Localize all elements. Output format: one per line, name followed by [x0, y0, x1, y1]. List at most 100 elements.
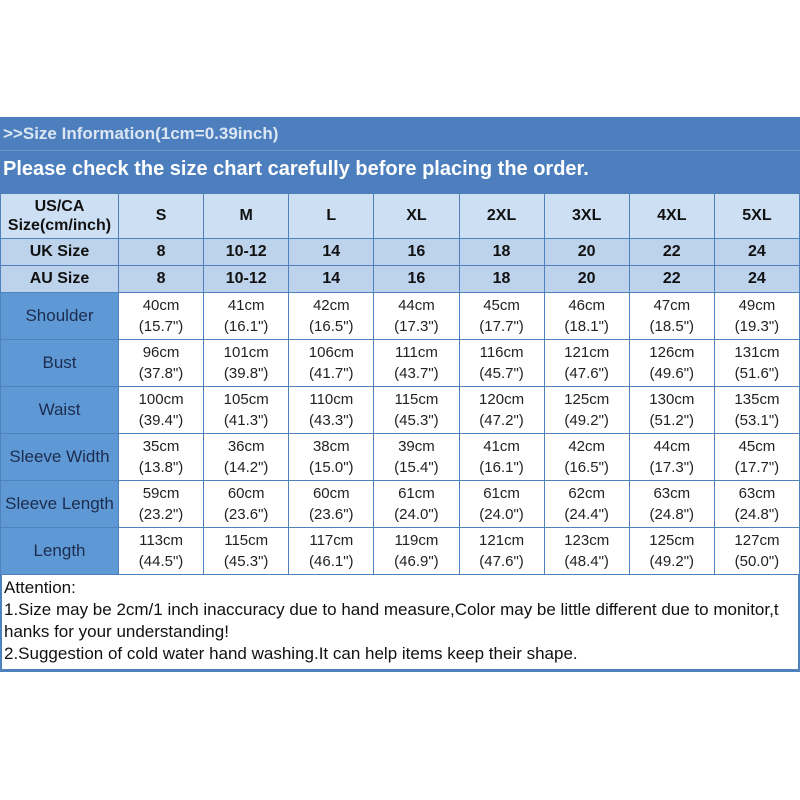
size-value-cell: 24: [713, 265, 800, 293]
measure-inch: (41.7"): [309, 365, 354, 382]
measure-inch: (47.6"): [479, 553, 524, 570]
measure-cm: 119cm: [394, 532, 439, 549]
notice-text: Please check the size chart carefully be…: [3, 157, 589, 180]
size-column-header: XL: [373, 193, 460, 239]
measure-inch: (45.3"): [394, 412, 439, 429]
measure-inch: (13.8"): [138, 459, 184, 476]
measure-inch: (45.7"): [479, 365, 524, 382]
measure-cell: 120cm (47.2"): [458, 386, 545, 434]
measure-cell: 44cm (17.3"): [373, 292, 460, 340]
size-value-cell: 24: [713, 238, 800, 266]
measure-inch: (49.6"): [649, 365, 695, 382]
measure-cm: 44cm: [398, 297, 435, 314]
measure-cell: 60cm (23.6"): [203, 480, 290, 528]
measure-cell: 130cm (51.2"): [628, 386, 715, 434]
measure-cm: 105cm: [223, 391, 269, 408]
measure-inch: (19.3"): [734, 318, 780, 335]
measure-cm: 47cm: [653, 297, 691, 314]
measure-cell: 125cm (49.2"): [628, 527, 715, 575]
measure-cell: 35cm (13.8"): [117, 433, 205, 481]
size-chart-block: >>Size Information(1cm=0.39inch) Please …: [0, 117, 800, 672]
measure-inch: (23.6"): [223, 506, 269, 523]
au-size-row: AU Size 8 10-12 14 16 18 20 22 24: [0, 265, 800, 293]
measure-inch: (24.0"): [394, 506, 439, 523]
measure-cm: 62cm: [568, 485, 606, 502]
measure-cm: 42cm: [568, 438, 606, 455]
attention-lines: 1.Size may be 2cm/1 inch inaccuracy due …: [4, 599, 798, 665]
size-column-header: 2XL: [458, 193, 545, 239]
measure-cell: 45cm (17.7"): [458, 292, 545, 340]
measure-inch: (51.6"): [734, 365, 780, 382]
size-value-cell: 10-12: [203, 238, 290, 266]
measure-inch: (24.8"): [649, 506, 695, 523]
measure-cell: 123cm (48.4"): [543, 527, 630, 575]
measure-label: Shoulder: [0, 292, 119, 340]
attention-section: Attention: 1.Size may be 2cm/1 inch inac…: [0, 575, 800, 672]
size-value-cell: 10-12: [203, 265, 290, 293]
size-value-cell: 16: [373, 265, 460, 293]
measure-cm: 121cm: [479, 532, 525, 549]
measure-inch: (23.6"): [309, 506, 354, 523]
measure-cell: 61cm (24.0"): [373, 480, 460, 528]
measure-cm: 101cm: [223, 344, 269, 361]
measure-cm: 116cm: [479, 344, 524, 361]
measure-cell: 46cm (18.1"): [543, 292, 630, 340]
measure-cm: 41cm: [483, 438, 520, 455]
measure-inch: (43.7"): [394, 365, 439, 382]
size-value-cell: 8: [117, 265, 205, 293]
size-value-cell: 14: [288, 238, 375, 266]
size-value-cell: 20: [543, 265, 630, 293]
measure-inch: (17.3"): [649, 459, 695, 476]
measure-cm: 121cm: [564, 344, 610, 361]
measure-cm: 63cm: [653, 485, 691, 502]
measure-cm: 120cm: [479, 391, 525, 408]
size-column-header: L: [288, 193, 375, 239]
measure-row-length: Length 113cm (44.5") 115cm (45.3") 117cm (46.1…: [0, 527, 800, 575]
size-value-cell: 8: [117, 238, 205, 266]
measure-inch: (16.1"): [479, 459, 524, 476]
measure-inch: (16.5"): [564, 459, 609, 476]
measure-cm: 44cm: [653, 438, 691, 455]
measure-cell: 100cm (39.4"): [117, 386, 205, 434]
measure-inch: (44.5"): [138, 553, 184, 570]
measure-cm: 39cm: [398, 438, 435, 455]
measure-inch: (50.0"): [734, 553, 780, 570]
measure-cell: 125cm (49.2"): [543, 386, 630, 434]
measure-cell: 42cm (16.5"): [543, 433, 630, 481]
size-column-header: 4XL: [628, 193, 715, 239]
size-table: US/CA Size(cm/inch) S M L XL 2XL 3XL 4XL 5XL UK Si…: [0, 193, 800, 575]
measure-cell: 121cm (47.6"): [543, 339, 630, 387]
corner-cell: US/CA Size(cm/inch): [0, 193, 119, 239]
measure-inch: (46.1"): [309, 553, 354, 570]
measure-inch: (18.5"): [649, 318, 695, 335]
measure-row-waist: Waist 100cm (39.4") 105cm (41.3") 110cm (43.3"…: [0, 386, 800, 434]
measure-cell: 63cm (24.8"): [628, 480, 715, 528]
attention-line: 2.Suggestion of cold water hand washing.…: [4, 644, 578, 663]
size-column-header: M: [203, 193, 290, 239]
measure-cell: 39cm (15.4"): [373, 433, 460, 481]
measure-row-sleeve-length: Sleeve Length 59cm (23.2") 60cm (23.6") 60cm (…: [0, 480, 800, 528]
measure-cm: 126cm: [649, 344, 695, 361]
measure-cell: 62cm (24.4"): [543, 480, 630, 528]
measure-cm: 60cm: [312, 485, 350, 502]
size-value-cell: 14: [288, 265, 375, 293]
measure-cell: 41cm (16.1"): [203, 292, 290, 340]
uk-size-row-label: UK Size: [0, 238, 119, 266]
measure-cm: 111cm: [395, 344, 438, 361]
measure-cm: 45cm: [738, 438, 776, 455]
measure-inch: (17.7"): [479, 318, 524, 335]
measure-label: Bust: [0, 339, 119, 387]
measure-cm: 106cm: [308, 344, 354, 361]
measure-cell: 59cm (23.2"): [117, 480, 205, 528]
measure-cm: 115cm: [394, 391, 439, 408]
measure-cm: 96cm: [142, 344, 180, 361]
measure-cell: 45cm (17.7"): [713, 433, 800, 481]
measure-inch: (48.4"): [564, 553, 609, 570]
measure-inch: (53.1"): [734, 412, 780, 429]
measure-cell: 105cm (41.3"): [203, 386, 290, 434]
measure-inch: (45.3"): [223, 553, 269, 570]
au-size-row-label: AU Size: [0, 265, 119, 293]
measure-inch: (49.2"): [564, 412, 609, 429]
size-value-cell: 18: [458, 238, 545, 266]
measure-cm: 59cm: [142, 485, 180, 502]
